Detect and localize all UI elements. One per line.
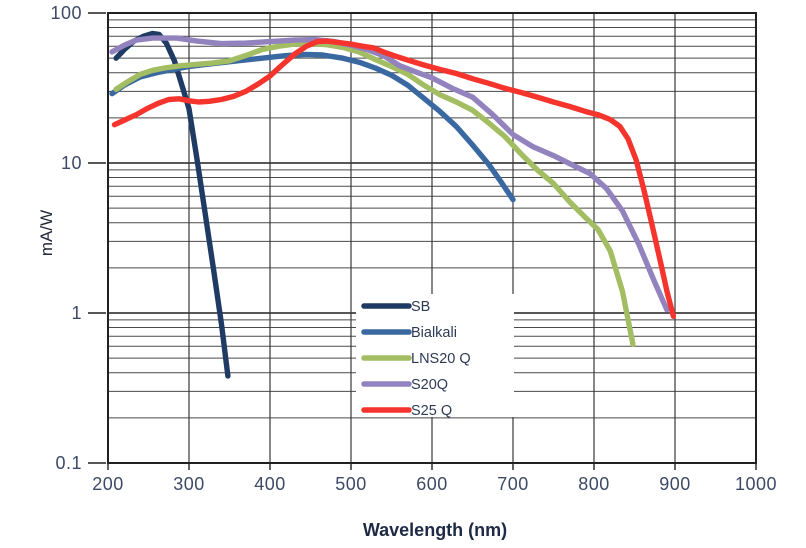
plot-border: [107, 12, 757, 464]
y-tick-10: 10: [61, 153, 82, 173]
series-line-s20q: [109, 35, 670, 313]
series-line-bialkali: [109, 51, 516, 203]
y-tick-0-1: 0.1: [55, 453, 82, 473]
series-line-sb: [113, 30, 231, 379]
legend-label-s25q: S25 Q: [411, 403, 452, 419]
y-axis-title: mA/W: [37, 210, 56, 256]
legend-label-sb: SB: [411, 299, 430, 315]
legend-label-lns20q: LNS20 Q: [411, 351, 471, 367]
series-line-s25-q: [111, 38, 677, 319]
y-tick-100: 100: [50, 3, 82, 23]
legend-label-bialkali: Bialkali: [411, 325, 457, 341]
x-tick-200: 200: [92, 474, 124, 494]
legend-label-s20q: S20Q: [411, 377, 448, 393]
x-tick-900: 900: [659, 474, 691, 494]
x-tick-800: 800: [578, 474, 610, 494]
x-axis-title: Wavelength (nm): [363, 520, 507, 540]
series-layer: [109, 30, 677, 379]
x-tick-1000: 1000: [735, 474, 777, 494]
x-tick-300: 300: [173, 474, 205, 494]
x-tick-500: 500: [335, 474, 367, 494]
x-tick-700: 700: [497, 474, 529, 494]
legend: SB Bialkali LNS20 Q S20Q S25 Q: [356, 294, 514, 419]
x-tick-400: 400: [254, 474, 286, 494]
x-tick-600: 600: [416, 474, 448, 494]
series-line-lns20-q: [113, 40, 636, 347]
y-tick-1: 1: [71, 303, 82, 323]
